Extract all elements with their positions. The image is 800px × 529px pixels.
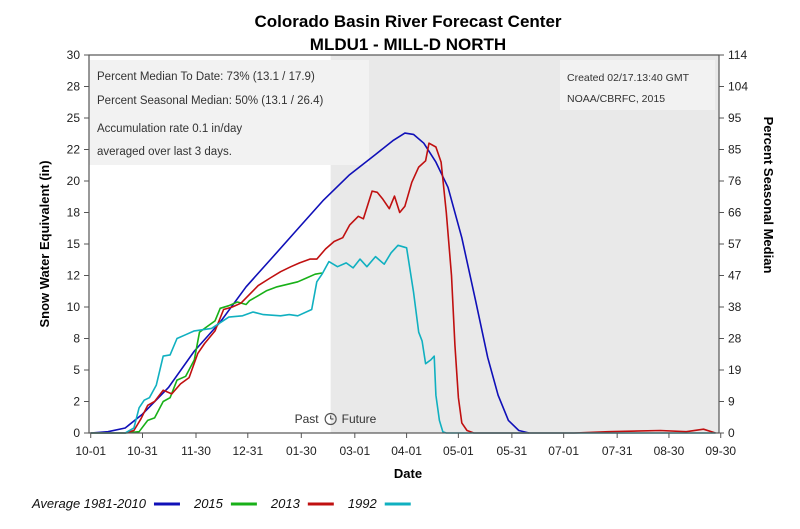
x-tick-label-0: 10-01 (75, 444, 106, 458)
x-tick-label-8: 05-31 (497, 444, 528, 458)
x-tick-label-9: 07-01 (548, 444, 579, 458)
tick-layer: 10-01 10-31 11-30 12-31 01-30 03-01 04-01 05-01… (67, 48, 749, 458)
y-tick-label-3: 8 (73, 332, 80, 346)
y2-tick-label-4: 38 (728, 300, 742, 314)
info-box-right (560, 60, 715, 110)
y-tick-label-11: 28 (67, 80, 81, 94)
legend-label-3: 1992 (348, 496, 378, 511)
y2-tick-label-1: 9 (728, 395, 735, 409)
y-tick-label-1: 2 (73, 395, 80, 409)
created-timestamp: Created 02/17.13:40 GMT (567, 72, 690, 84)
x-tick-label-1: 10-31 (127, 444, 158, 458)
y2-axis-title: Percent Seasonal Median (761, 117, 776, 274)
legend: Average 1981-2010 2015 2013 1992 (31, 496, 411, 511)
x-axis-title: Date (394, 466, 422, 481)
y2-tick-label-0: 0 (728, 426, 735, 440)
x-tick-label-2: 11-30 (181, 444, 211, 458)
legend-label-1: 2015 (193, 496, 224, 511)
y-tick-label-9: 22 (67, 143, 81, 157)
accumulation-rate-note: averaged over last 3 days. (97, 146, 232, 158)
chart-title: Colorado Basin River Forecast Center (254, 12, 561, 31)
x-tick-label-12: 09-30 (705, 444, 736, 458)
percent-seasonal-median: Percent Seasonal Median: 50% (13.1 / 26.… (97, 95, 323, 107)
y-tick-label-10: 25 (67, 111, 81, 125)
clock-icon (324, 412, 337, 426)
accumulation-rate: Accumulation rate 0.1 in/day (97, 123, 242, 135)
y-tick-label-5: 12 (67, 269, 81, 283)
x-tick-label-5: 03-01 (339, 444, 370, 458)
chart-subtitle: MLDU1 - MILL-D NORTH (310, 35, 506, 54)
y2-tick-label-2: 19 (728, 363, 742, 377)
y-tick-label-0: 0 (73, 426, 80, 440)
x-tick-label-7: 05-01 (443, 444, 474, 458)
y2-tick-label-11: 104 (728, 80, 748, 94)
x-tick-label-6: 04-01 (391, 444, 422, 458)
x-tick-label-11: 08-30 (654, 444, 685, 458)
series-line-3 (90, 244, 716, 434)
info-box-left (89, 60, 369, 165)
percent-median-to-date: Percent Median To Date: 73% (13.1 / 17.9… (97, 71, 315, 83)
series-line-0 (90, 132, 530, 434)
source-credit: NOAA/CBRFC, 2015 (567, 93, 665, 105)
y-tick-label-4: 10 (67, 300, 81, 314)
series-layer (90, 132, 716, 434)
series-line-1 (90, 272, 323, 434)
y2-tick-label-5: 47 (728, 269, 742, 283)
y2-tick-label-6: 57 (728, 237, 742, 251)
y2-tick-label-7: 66 (728, 206, 742, 220)
y2-tick-label-9: 85 (728, 143, 742, 157)
legend-label-0: Average 1981-2010 (31, 496, 147, 511)
x-tick-label-10: 07-31 (602, 444, 633, 458)
y-axis-title: Snow Water Equivalent (in) (37, 160, 52, 327)
x-tick-label-3: 12-31 (232, 444, 263, 458)
y2-tick-label-8: 76 (728, 174, 742, 188)
x-tick-label-4: 01-30 (286, 444, 317, 458)
y-tick-label-8: 20 (67, 174, 81, 188)
y-tick-label-7: 18 (67, 206, 81, 220)
past-label: Past (295, 412, 320, 426)
y-tick-label-12: 30 (67, 48, 81, 62)
y2-tick-label-12: 114 (728, 48, 747, 62)
series-line-2 (90, 142, 716, 434)
y-tick-label-6: 15 (67, 237, 81, 251)
future-shade (330, 55, 719, 433)
legend-label-2: 2013 (270, 496, 301, 511)
y-tick-label-2: 5 (73, 363, 80, 377)
y2-tick-label-10: 95 (728, 111, 742, 125)
y2-tick-label-3: 28 (728, 332, 742, 346)
future-label: Future (342, 412, 377, 426)
